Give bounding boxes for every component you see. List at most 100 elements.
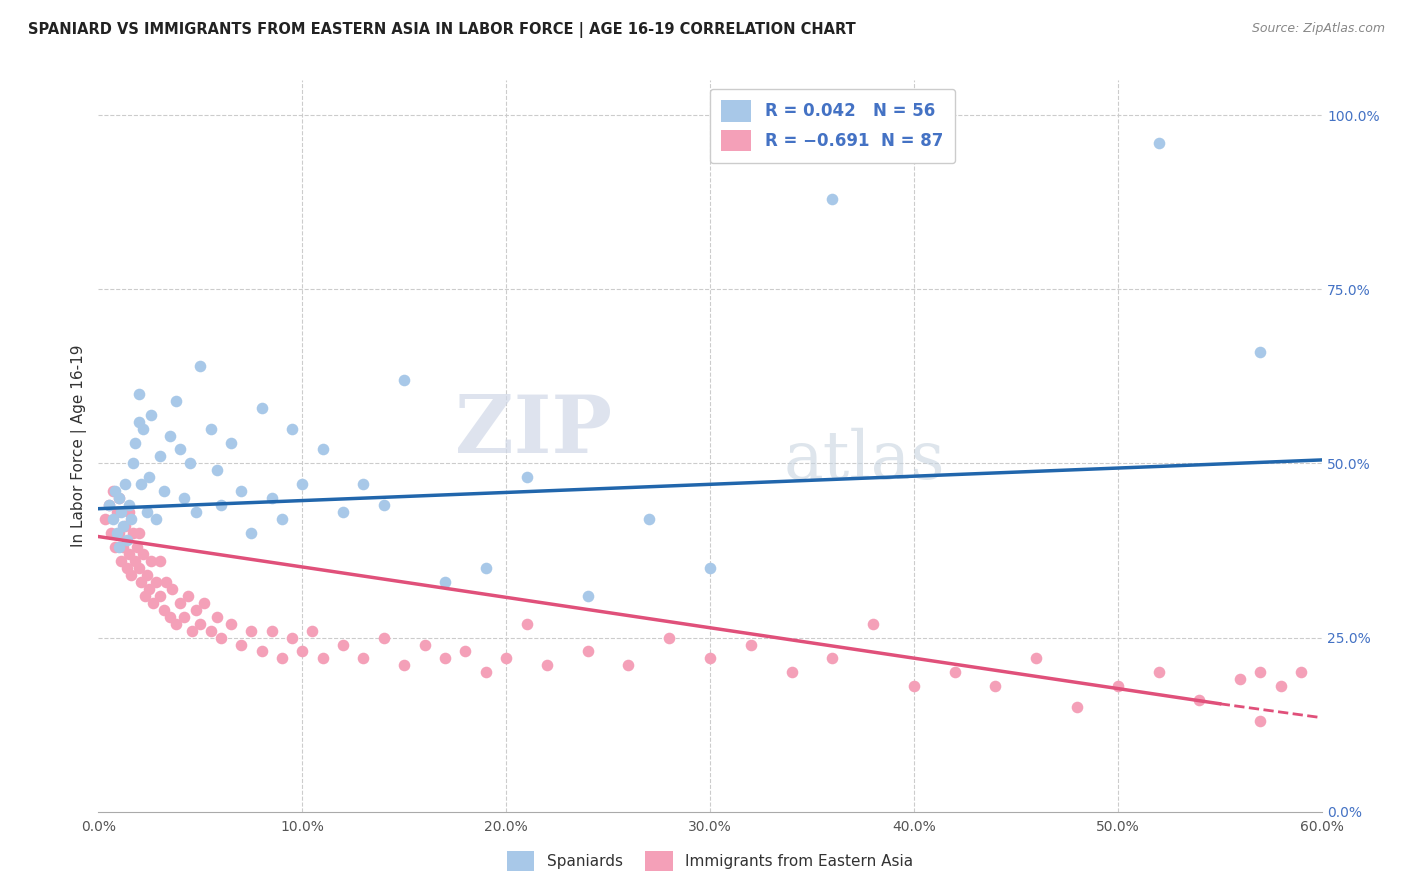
Point (352, 477, 374, 491)
Point (1229, 673, 1251, 687)
Point (145, 512, 167, 526)
Point (250, 401, 273, 415)
Point (110, 505, 132, 519)
Point (205, 609, 228, 624)
Point (181, 624, 204, 638)
Point (132, 421, 155, 435)
Point (115, 533, 138, 547)
Point (291, 477, 314, 491)
Point (108, 540, 131, 554)
Point (209, 631, 232, 645)
Point (373, 498, 395, 512)
Point (155, 574, 177, 589)
Point (240, 526, 263, 541)
Point (111, 540, 134, 554)
Point (250, 644, 273, 658)
Point (576, 589, 599, 603)
Point (177, 589, 200, 603)
Point (122, 457, 145, 471)
Point (780, 665, 803, 680)
Point (186, 505, 208, 519)
Point (434, 574, 457, 589)
Point (124, 435, 146, 450)
Point (169, 596, 191, 610)
Point (141, 554, 163, 568)
Point (1249, 665, 1271, 680)
Point (138, 470, 160, 484)
Point (474, 561, 498, 575)
Point (136, 567, 159, 582)
Point (200, 421, 222, 435)
Point (413, 638, 436, 652)
Point (240, 624, 263, 638)
Point (943, 665, 966, 680)
Point (740, 638, 762, 652)
Point (281, 631, 304, 645)
Point (536, 658, 558, 673)
Point (97, 498, 120, 512)
Point (312, 442, 335, 457)
Point (576, 644, 599, 658)
Point (105, 526, 128, 541)
Point (1025, 651, 1047, 665)
Point (821, 192, 844, 206)
Point (108, 491, 131, 506)
Point (1107, 679, 1129, 693)
Point (108, 491, 131, 506)
Point (118, 498, 141, 512)
Point (352, 651, 374, 665)
Point (104, 540, 127, 554)
Point (454, 644, 477, 658)
Point (231, 484, 253, 499)
Point (1188, 693, 1211, 707)
Point (821, 651, 844, 665)
Point (152, 603, 174, 617)
Point (699, 651, 721, 665)
Point (434, 651, 457, 665)
Point (1249, 345, 1271, 359)
Point (219, 616, 242, 631)
Point (110, 554, 132, 568)
Point (128, 386, 150, 401)
Point (105, 505, 128, 519)
Point (200, 624, 222, 638)
Point (1147, 665, 1170, 680)
Point (332, 505, 354, 519)
Point (108, 526, 131, 541)
Point (984, 679, 1007, 693)
Point (128, 561, 150, 575)
Point (617, 658, 640, 673)
Point (270, 512, 294, 526)
Point (132, 547, 155, 561)
Point (281, 421, 304, 435)
Point (149, 554, 172, 568)
Point (186, 603, 208, 617)
Y-axis label: In Labor Force | Age 16-19: In Labor Force | Age 16-19 (72, 344, 87, 548)
Point (104, 484, 127, 499)
Point (179, 457, 201, 471)
Point (474, 665, 498, 680)
Text: SPANIARD VS IMMIGRANTS FROM EASTERN ASIA IN LABOR FORCE | AGE 16-19 CORRELATION : SPANIARD VS IMMIGRANTS FROM EASTERN ASIA… (28, 22, 856, 38)
Point (301, 624, 323, 638)
Point (120, 567, 142, 582)
Point (392, 373, 416, 387)
Point (128, 526, 150, 541)
Point (124, 554, 146, 568)
Point (270, 651, 294, 665)
Point (152, 484, 174, 499)
Point (219, 435, 242, 450)
Point (495, 651, 517, 665)
Point (118, 505, 141, 519)
Point (1270, 679, 1292, 693)
Text: Source: ZipAtlas.com: Source: ZipAtlas.com (1251, 22, 1385, 36)
Point (101, 512, 124, 526)
Point (193, 596, 215, 610)
Point (136, 505, 159, 519)
Point (862, 616, 884, 631)
Point (332, 638, 354, 652)
Point (129, 477, 152, 491)
Point (260, 624, 283, 638)
Point (291, 644, 314, 658)
Point (138, 582, 160, 596)
Point (134, 589, 156, 603)
